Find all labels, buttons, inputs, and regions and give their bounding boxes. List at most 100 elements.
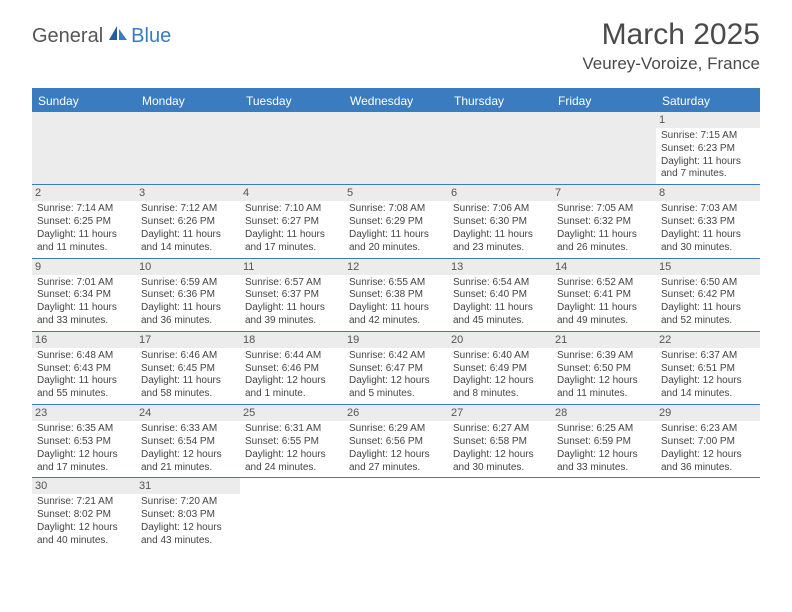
- day-dl1: Daylight: 12 hours: [141, 522, 235, 535]
- day-cell: 21Sunrise: 6:39 AMSunset: 6:50 PMDayligh…: [552, 332, 656, 405]
- day-dl2: and 21 minutes.: [141, 462, 235, 475]
- day-cell: [240, 112, 344, 185]
- week-row: 1Sunrise: 7:15 AMSunset: 6:23 PMDaylight…: [32, 112, 760, 185]
- day-cell: [136, 112, 240, 185]
- day-sunrise: Sunrise: 6:50 AM: [661, 277, 755, 290]
- week-row: 16Sunrise: 6:48 AMSunset: 6:43 PMDayligh…: [32, 332, 760, 405]
- day-dl2: and 8 minutes.: [453, 388, 547, 401]
- day-number: 29: [656, 405, 760, 421]
- day-number: 22: [656, 332, 760, 348]
- weekday-header: Friday: [552, 90, 656, 112]
- day-sunrise: Sunrise: 6:46 AM: [141, 350, 235, 363]
- day-number: 7: [552, 185, 656, 201]
- day-sunrise: Sunrise: 7:20 AM: [141, 496, 235, 509]
- day-dl2: and 42 minutes.: [349, 315, 443, 328]
- day-number: 9: [32, 259, 136, 275]
- day-dl2: and 17 minutes.: [245, 242, 339, 255]
- day-sunset: Sunset: 6:43 PM: [37, 363, 131, 376]
- day-number: 15: [656, 259, 760, 275]
- day-cell: 29Sunrise: 6:23 AMSunset: 7:00 PMDayligh…: [656, 405, 760, 478]
- day-number: 16: [32, 332, 136, 348]
- day-sunset: Sunset: 6:49 PM: [453, 363, 547, 376]
- day-dl2: and 43 minutes.: [141, 535, 235, 548]
- day-dl1: Daylight: 11 hours: [661, 229, 755, 242]
- day-dl2: and 39 minutes.: [245, 315, 339, 328]
- brand-logo: General Blue: [32, 24, 171, 49]
- day-dl1: Daylight: 12 hours: [349, 375, 443, 388]
- week-row: 23Sunrise: 6:35 AMSunset: 6:53 PMDayligh…: [32, 405, 760, 478]
- day-cell: 12Sunrise: 6:55 AMSunset: 6:38 PMDayligh…: [344, 259, 448, 332]
- calendar-grid: SundayMondayTuesdayWednesdayThursdayFrid…: [32, 88, 760, 551]
- day-cell: 5Sunrise: 7:08 AMSunset: 6:29 PMDaylight…: [344, 185, 448, 258]
- day-dl1: Daylight: 12 hours: [37, 449, 131, 462]
- day-sunrise: Sunrise: 6:57 AM: [245, 277, 339, 290]
- day-sunset: Sunset: 6:46 PM: [245, 363, 339, 376]
- day-dl1: Daylight: 11 hours: [245, 229, 339, 242]
- day-number: 6: [448, 185, 552, 201]
- day-cell: [240, 478, 344, 550]
- weekday-header: Thursday: [448, 90, 552, 112]
- day-number: 18: [240, 332, 344, 348]
- day-sunrise: Sunrise: 6:40 AM: [453, 350, 547, 363]
- day-sunrise: Sunrise: 6:54 AM: [453, 277, 547, 290]
- day-number: 1: [656, 112, 760, 128]
- day-dl1: Daylight: 12 hours: [245, 449, 339, 462]
- day-sunset: Sunset: 6:59 PM: [557, 436, 651, 449]
- day-sunrise: Sunrise: 6:52 AM: [557, 277, 651, 290]
- day-cell: 20Sunrise: 6:40 AMSunset: 6:49 PMDayligh…: [448, 332, 552, 405]
- day-cell: 4Sunrise: 7:10 AMSunset: 6:27 PMDaylight…: [240, 185, 344, 258]
- day-number: 30: [32, 478, 136, 494]
- day-number: 20: [448, 332, 552, 348]
- day-sunrise: Sunrise: 7:12 AM: [141, 203, 235, 216]
- day-cell: 15Sunrise: 6:50 AMSunset: 6:42 PMDayligh…: [656, 259, 760, 332]
- day-sunset: Sunset: 6:37 PM: [245, 289, 339, 302]
- day-cell: 24Sunrise: 6:33 AMSunset: 6:54 PMDayligh…: [136, 405, 240, 478]
- day-dl1: Daylight: 11 hours: [557, 302, 651, 315]
- day-cell: 6Sunrise: 7:06 AMSunset: 6:30 PMDaylight…: [448, 185, 552, 258]
- day-dl2: and 30 minutes.: [453, 462, 547, 475]
- day-dl2: and 58 minutes.: [141, 388, 235, 401]
- day-sunrise: Sunrise: 6:55 AM: [349, 277, 443, 290]
- day-dl1: Daylight: 12 hours: [557, 375, 651, 388]
- day-dl1: Daylight: 12 hours: [557, 449, 651, 462]
- day-dl1: Daylight: 12 hours: [141, 449, 235, 462]
- day-dl2: and 11 minutes.: [37, 242, 131, 255]
- day-dl1: Daylight: 11 hours: [349, 229, 443, 242]
- day-dl1: Daylight: 11 hours: [37, 229, 131, 242]
- day-number: 21: [552, 332, 656, 348]
- day-cell: 28Sunrise: 6:25 AMSunset: 6:59 PMDayligh…: [552, 405, 656, 478]
- month-title: March 2025: [582, 18, 760, 52]
- day-cell: [32, 112, 136, 185]
- weekday-header-row: SundayMondayTuesdayWednesdayThursdayFrid…: [32, 90, 760, 112]
- day-sunrise: Sunrise: 7:10 AM: [245, 203, 339, 216]
- day-dl2: and 55 minutes.: [37, 388, 131, 401]
- day-cell: [344, 112, 448, 185]
- day-number: 10: [136, 259, 240, 275]
- day-dl1: Daylight: 11 hours: [453, 229, 547, 242]
- day-cell: 11Sunrise: 6:57 AMSunset: 6:37 PMDayligh…: [240, 259, 344, 332]
- day-dl1: Daylight: 12 hours: [453, 449, 547, 462]
- day-cell: 13Sunrise: 6:54 AMSunset: 6:40 PMDayligh…: [448, 259, 552, 332]
- day-sunset: Sunset: 6:33 PM: [661, 216, 755, 229]
- day-cell: 30Sunrise: 7:21 AMSunset: 8:02 PMDayligh…: [32, 478, 136, 550]
- day-dl2: and 23 minutes.: [453, 242, 547, 255]
- day-dl1: Daylight: 11 hours: [37, 375, 131, 388]
- day-number: 8: [656, 185, 760, 201]
- day-cell: 10Sunrise: 6:59 AMSunset: 6:36 PMDayligh…: [136, 259, 240, 332]
- day-cell: 23Sunrise: 6:35 AMSunset: 6:53 PMDayligh…: [32, 405, 136, 478]
- day-dl1: Daylight: 12 hours: [349, 449, 443, 462]
- day-cell: 26Sunrise: 6:29 AMSunset: 6:56 PMDayligh…: [344, 405, 448, 478]
- day-dl1: Daylight: 12 hours: [661, 375, 755, 388]
- day-sunrise: Sunrise: 7:03 AM: [661, 203, 755, 216]
- day-number: 19: [344, 332, 448, 348]
- day-dl2: and 17 minutes.: [37, 462, 131, 475]
- day-sunset: Sunset: 6:45 PM: [141, 363, 235, 376]
- day-number: 11: [240, 259, 344, 275]
- day-dl2: and 5 minutes.: [349, 388, 443, 401]
- day-sunrise: Sunrise: 6:37 AM: [661, 350, 755, 363]
- day-number: 14: [552, 259, 656, 275]
- day-sunset: Sunset: 6:42 PM: [661, 289, 755, 302]
- day-sunset: Sunset: 6:47 PM: [349, 363, 443, 376]
- day-cell: 2Sunrise: 7:14 AMSunset: 6:25 PMDaylight…: [32, 185, 136, 258]
- day-dl2: and 7 minutes.: [661, 168, 755, 181]
